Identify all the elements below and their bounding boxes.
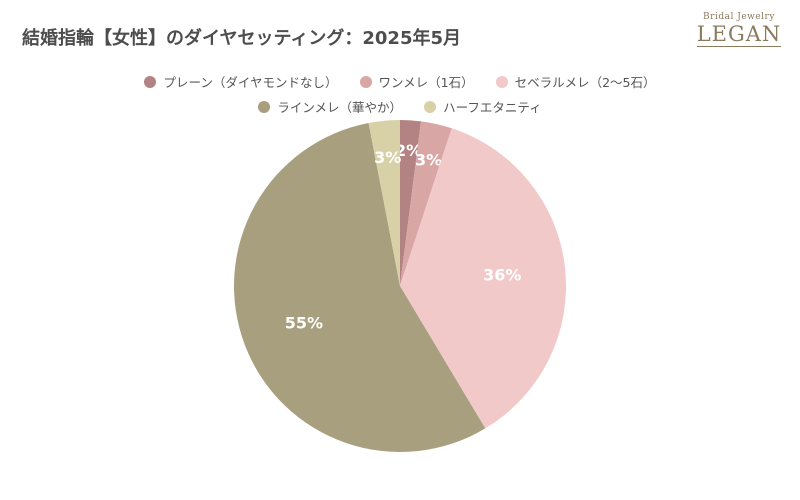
legend-label: ハーフエタニティ <box>443 100 542 115</box>
pie-slice[interactable] <box>368 120 400 286</box>
legend-label: ラインメレ（華やか） <box>277 100 403 115</box>
legend-item-plain[interactable]: プレーン（ダイヤモンドなし） <box>144 72 338 91</box>
legend-swatch <box>495 75 508 88</box>
slice-percent-label: 36% <box>483 266 521 285</box>
logo-tagline: Bridal Jewelry <box>703 12 775 22</box>
legend-label: ワンメレ（1石） <box>378 75 474 90</box>
logo-wordmark: LEGAN <box>696 22 782 47</box>
pie-slice[interactable] <box>400 121 452 286</box>
legend-swatch <box>359 75 372 88</box>
pie-slice[interactable] <box>400 120 422 286</box>
legend-row-1: プレーン（ダイヤモンドなし） ワンメレ（1石） セベラルメレ（2〜5石） <box>0 72 800 91</box>
legend-item-several-melee[interactable]: セベラルメレ（2〜5石） <box>495 72 656 91</box>
legend-label: セベラルメレ（2〜5石） <box>514 75 656 90</box>
legend-row-2: ラインメレ（華やか） ハーフエタニティ <box>0 97 800 116</box>
brand-logo: Bridal Jewelry LEGAN <box>694 12 784 47</box>
legend-swatch <box>144 75 157 88</box>
legend-label: プレーン（ダイヤモンドなし） <box>163 75 338 90</box>
slice-percent-label: 2% <box>395 141 422 160</box>
slice-percent-label: 3% <box>415 151 442 170</box>
legend-item-one-melee[interactable]: ワンメレ（1石） <box>359 72 474 91</box>
pie-slice[interactable] <box>400 128 566 429</box>
chart-title: 結婚指輪【女性】のダイヤセッティング：2025年5月 <box>22 28 461 49</box>
legend-item-line-melee[interactable]: ラインメレ（華やか） <box>258 97 402 116</box>
legend-swatch <box>424 100 437 113</box>
pie-slice[interactable] <box>233 122 486 453</box>
legend-swatch <box>258 100 271 113</box>
slice-percent-label: 3% <box>374 148 401 167</box>
slice-percent-label: 55% <box>285 314 323 333</box>
legend-item-half-eternity[interactable]: ハーフエタニティ <box>424 97 542 116</box>
